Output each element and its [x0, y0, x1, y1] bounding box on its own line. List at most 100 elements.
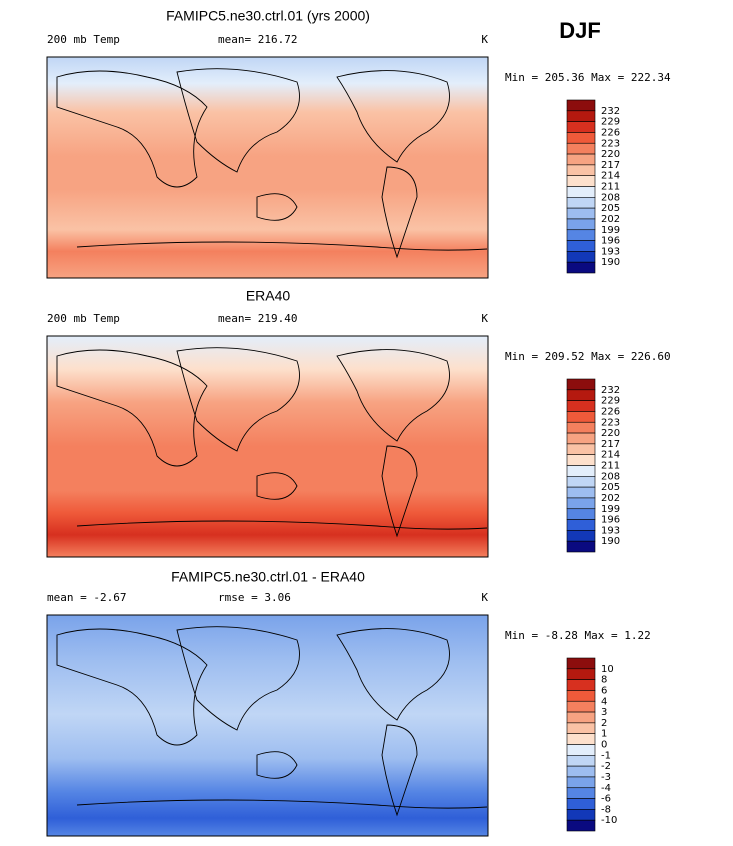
colorbar-label: 196: [601, 515, 620, 526]
colorbar-label: 4: [601, 696, 607, 707]
colorbar-box: [566, 99, 596, 112]
colorbar-label: 208: [601, 471, 620, 482]
colorbar-box: [566, 690, 596, 702]
map-frame: [46, 56, 489, 279]
colorbar-label: 202: [601, 493, 620, 504]
colorbar-label: 190: [601, 257, 620, 268]
min-max: Min = -8.28 Max = 1.22: [505, 629, 651, 642]
colorbar-label: 1: [601, 729, 607, 740]
colorbar-box: [566, 519, 596, 531]
coastline: [76, 241, 488, 251]
colorbar-label: 226: [601, 127, 620, 138]
colorbar-box: [566, 240, 596, 252]
colorbar-label: 226: [601, 406, 620, 417]
coastlines: [56, 347, 488, 538]
colorbar-box: [566, 497, 596, 510]
colorbar-label: 193: [601, 525, 620, 536]
map-frame: [46, 614, 489, 837]
coastline: [256, 193, 298, 221]
panel-title: FAMIPC5.ne30.ctrl.01 (yrs 2000): [166, 8, 370, 24]
map-field: [47, 336, 488, 557]
coastlines: [56, 626, 488, 817]
center-string: mean= 219.40: [218, 312, 297, 325]
colorbar-label: 202: [601, 214, 620, 225]
colorbar-box: [566, 421, 596, 434]
coastline: [56, 628, 208, 746]
colorbar-box: [566, 454, 596, 466]
colorbar-label: -10: [601, 815, 617, 826]
colorbar-box: [566, 657, 596, 670]
colorbar-box: [566, 251, 596, 263]
colorbar-box: [566, 142, 596, 155]
panels: FAMIPC5.ne30.ctrl.01 (yrs 2000) 200 mb Te…: [46, 8, 671, 837]
colorbar-box: [566, 110, 596, 122]
right-string: K: [481, 591, 488, 604]
colorbar-box: [566, 776, 596, 789]
colorbar-box: [566, 679, 596, 691]
colorbar-label: -8: [601, 804, 611, 815]
colorbar-box: [566, 711, 596, 724]
colorbar-box: [566, 443, 596, 455]
coastline: [256, 751, 298, 779]
colorbar-label: 199: [601, 225, 620, 236]
colorbar-box: [566, 400, 596, 412]
coastline: [176, 68, 300, 173]
colorbar-box: [566, 508, 596, 520]
colorbar-box: [566, 809, 596, 821]
map-field: [47, 57, 488, 278]
colorbar-box: [566, 668, 596, 680]
colorbar-box: [566, 121, 596, 133]
center-string: mean= 216.72: [218, 33, 297, 46]
left-string: mean = -2.67: [47, 591, 126, 604]
coastline: [336, 628, 450, 721]
panel-title: FAMIPC5.ne30.ctrl.01 - ERA40: [171, 569, 365, 585]
colorbar-label: -4: [601, 783, 611, 794]
map-frame: [46, 335, 489, 558]
coastlines: [56, 68, 488, 259]
colorbar-box: [566, 389, 596, 401]
colorbar-label: 220: [601, 428, 620, 439]
colorbar-box: [566, 733, 596, 745]
colorbar-box: [566, 819, 596, 832]
colorbar-label: 190: [601, 536, 620, 547]
colorbar-label: 211: [601, 182, 620, 193]
colorbar-label: 229: [601, 117, 620, 128]
colorbar-label: 6: [601, 685, 607, 696]
coastline: [176, 347, 300, 452]
colorbar-box: [566, 486, 596, 499]
colorbar-label: 10: [601, 664, 614, 675]
colorbar-box: [566, 175, 596, 187]
colorbar-label: 211: [601, 461, 620, 472]
colorbar-label: 193: [601, 246, 620, 257]
colorbar-label: 3: [601, 707, 607, 718]
coastline: [76, 799, 488, 809]
colorbar-box: [566, 765, 596, 778]
min-max: Min = 205.36 Max = 222.34: [505, 71, 671, 84]
colorbar-label: 208: [601, 192, 620, 203]
left-string: 200 mb Temp: [47, 33, 120, 46]
colorbar-box: [566, 261, 596, 274]
colorbar-label: 196: [601, 236, 620, 247]
colorbar-box: [566, 465, 596, 477]
coastline: [176, 626, 300, 731]
colorbar-label: -1: [601, 750, 611, 761]
colorbar-box: [566, 476, 596, 488]
season-label: DJF: [559, 18, 601, 43]
colorbar-box: [566, 153, 596, 166]
colorbar-box: [566, 207, 596, 220]
colorbar-box: [566, 755, 596, 767]
left-string: 200 mb Temp: [47, 312, 120, 325]
colorbar-box: [566, 722, 596, 734]
right-string: K: [481, 312, 488, 325]
coastline: [256, 472, 298, 500]
coastline: [56, 349, 208, 467]
center-string: rmse = 3.06: [218, 591, 291, 604]
coastline: [381, 445, 418, 538]
colorbar-label: 2: [601, 718, 607, 729]
colorbar-box: [566, 218, 596, 231]
coastline: [381, 166, 418, 259]
coastline: [381, 724, 418, 817]
colorbar-label: 223: [601, 138, 620, 149]
colorbar-label: -2: [601, 761, 611, 772]
